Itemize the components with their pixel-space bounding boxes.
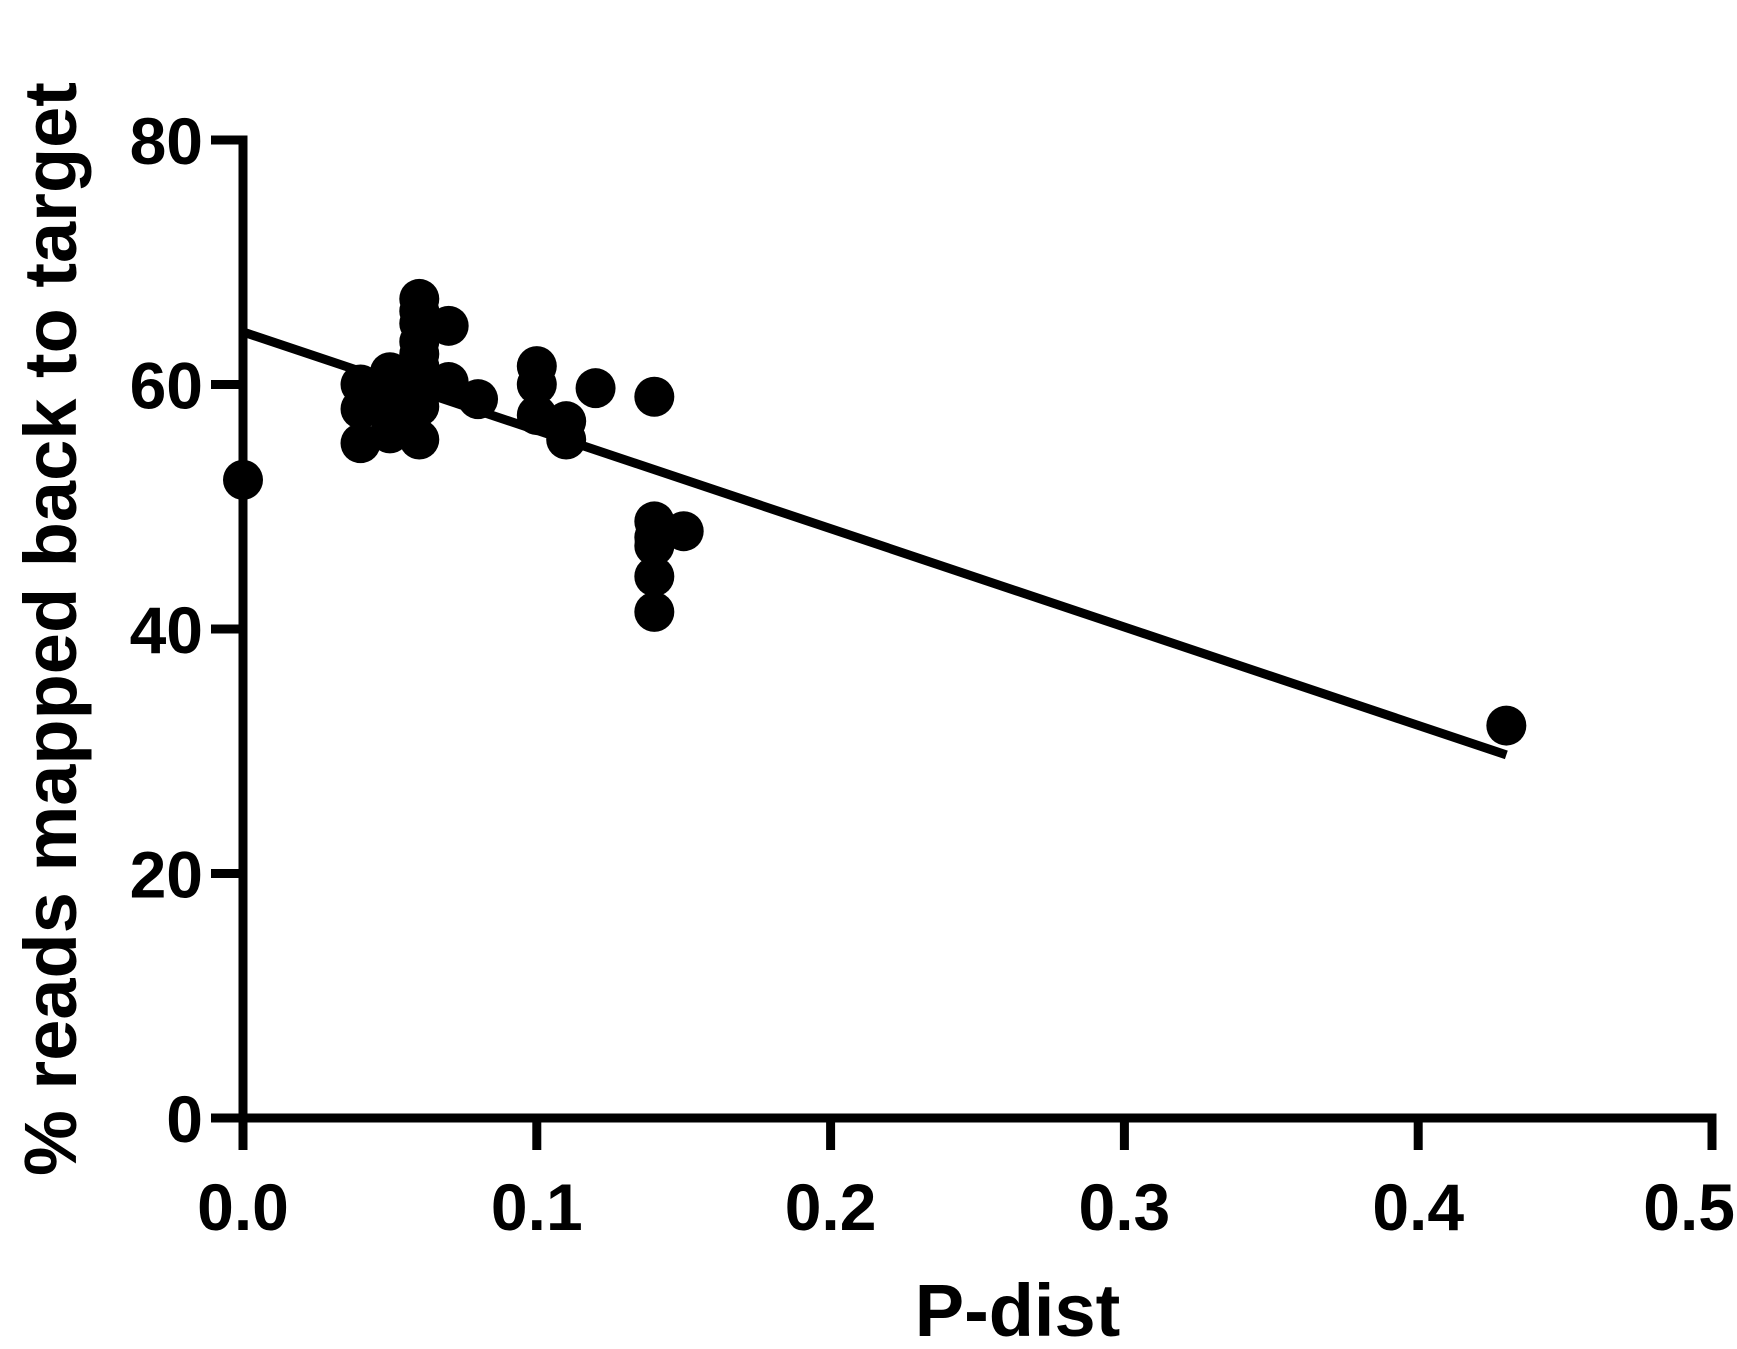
data-points bbox=[223, 278, 1527, 746]
x-tick-label: 0.0 bbox=[197, 1170, 289, 1244]
data-point bbox=[663, 511, 704, 552]
y-tick-label: 0 bbox=[166, 1082, 203, 1156]
data-point bbox=[399, 419, 440, 460]
axes bbox=[238, 135, 1717, 1123]
x-tick-label: 0.5 bbox=[1643, 1170, 1735, 1244]
x-tick-label: 0.4 bbox=[1372, 1170, 1464, 1244]
x-tick-label: 0.1 bbox=[491, 1170, 583, 1244]
y-axis-title: % reads mapped back to target bbox=[9, 82, 92, 1176]
data-point bbox=[399, 386, 440, 427]
data-point bbox=[428, 305, 469, 346]
x-tick-label: 0.2 bbox=[785, 1170, 877, 1244]
data-point bbox=[223, 459, 263, 500]
data-point bbox=[634, 376, 675, 417]
data-point bbox=[575, 368, 616, 409]
data-point bbox=[1486, 705, 1527, 746]
x-tick-label: 0.3 bbox=[1079, 1170, 1171, 1244]
data-point bbox=[458, 379, 499, 420]
y-tick-label: 60 bbox=[130, 349, 203, 423]
y-tick-label: 40 bbox=[130, 593, 203, 667]
x-axis-title: P-dist bbox=[915, 1269, 1121, 1349]
data-point bbox=[634, 591, 675, 632]
y-tick-label: 80 bbox=[130, 104, 203, 178]
y-tick-label: 20 bbox=[130, 838, 203, 912]
data-point bbox=[546, 419, 587, 460]
x-ticks: 0.0 0.1 0.2 0.3 0.4 0.5 bbox=[197, 1118, 1735, 1244]
data-point bbox=[428, 362, 469, 403]
regression-line bbox=[241, 327, 1508, 760]
data-point bbox=[516, 364, 557, 405]
data-point bbox=[634, 556, 675, 597]
y-ticks: 0 20 40 60 80 bbox=[130, 104, 243, 1156]
regression-line-group bbox=[241, 327, 1508, 760]
